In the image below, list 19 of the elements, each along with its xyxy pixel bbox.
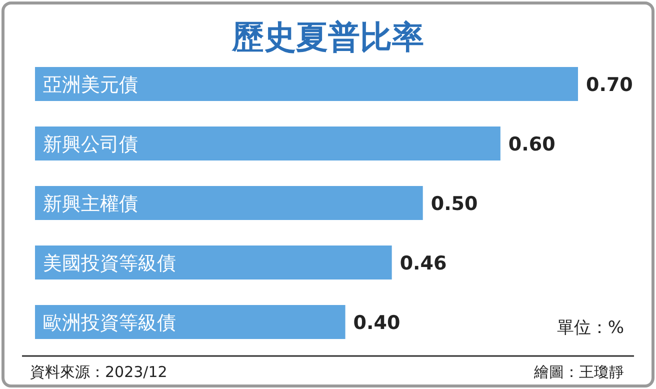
data-label: 0.60 [508,134,556,156]
y-tick-label: 歐洲投資等級債 [43,312,176,334]
text: 繪圖：王瓊靜 [533,363,624,381]
bar [35,67,578,101]
y-tick-label: 新興公司債 [43,134,138,156]
chart-title: 歷史夏普比率 [231,18,424,56]
y-tick-label: 新興主權債 [43,193,138,215]
source-note: 資料來源：2023/12 [30,363,168,381]
y-tick-label: 亞洲美元債 [43,74,138,96]
data-label: 0.70 [586,74,633,96]
bar [35,126,500,160]
data-label: 0.50 [430,193,478,215]
bar [35,305,346,339]
bar [35,186,423,220]
bar [35,246,392,280]
annotation: 單位：% [556,318,624,338]
y-tick-label: 美國投資等級債 [43,252,176,274]
data-label: 0.40 [353,312,400,334]
data-label: 0.46 [400,252,447,274]
